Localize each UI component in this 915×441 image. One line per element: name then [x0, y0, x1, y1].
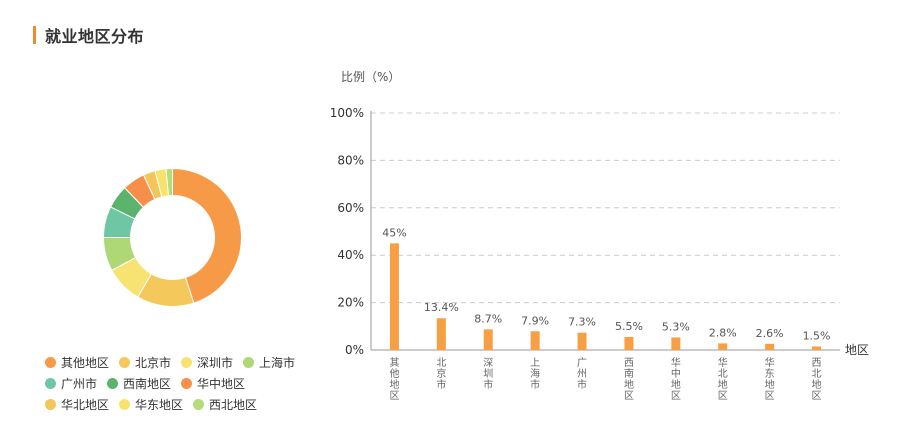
- legend-swatch: [107, 378, 119, 389]
- data-label: 5.5%: [615, 320, 643, 333]
- title-accent-bar: [33, 26, 36, 44]
- legend-swatch: [193, 399, 205, 410]
- legend-label: 华北地区: [61, 398, 110, 412]
- legend-label: 其他地区: [61, 356, 110, 370]
- legend-item[interactable]: 华北地区: [45, 396, 109, 413]
- x-tick-label: 深圳市: [483, 357, 493, 391]
- legend-row: 华北地区 华东地区 西北地区: [45, 394, 315, 415]
- legend-item[interactable]: 西南地区: [107, 375, 171, 392]
- x-tick-label: 华中地区: [671, 356, 681, 402]
- donut-legend: 其他地区 北京市 深圳市 上海市广州市 西南地区 华中地区华北地区 华东地区 西北地区: [45, 352, 315, 415]
- donut-slice[interactable]: [172, 167, 242, 304]
- x-tick-label: 西南地区: [624, 358, 634, 402]
- y-tick-label: 40%: [337, 248, 364, 262]
- y-tick-label: 100%: [330, 106, 364, 120]
- bar[interactable]: [577, 332, 587, 350]
- legend-row: 广州市 西南地区 华中地区: [45, 373, 315, 394]
- legend-swatch: [45, 378, 56, 389]
- section-header: 就业地区分布: [33, 24, 144, 46]
- donut-chart: [102, 167, 242, 307]
- legend-label: 广州市: [61, 377, 98, 391]
- legend-item[interactable]: 西北地区: [193, 396, 257, 413]
- data-label: 13.4%: [424, 301, 459, 314]
- legend-label: 西北地区: [209, 398, 258, 412]
- data-label: 7.9%: [521, 314, 549, 327]
- bar[interactable]: [812, 346, 822, 350]
- legend-item[interactable]: 广州市: [45, 375, 97, 392]
- donut-slice[interactable]: [165, 167, 173, 197]
- bar[interactable]: [718, 343, 728, 350]
- bar[interactable]: [483, 329, 493, 350]
- x-tick-label: 西北地区: [812, 358, 822, 402]
- y-tick-label: 0%: [345, 343, 364, 357]
- data-label: 5.3%: [662, 320, 690, 333]
- x-tick-label: 广州市: [577, 357, 587, 391]
- y-tick-label: 80%: [337, 153, 364, 167]
- legend-item[interactable]: 深圳市: [181, 354, 233, 371]
- page-title: 就业地区分布: [45, 27, 145, 46]
- data-label: 2.6%: [756, 327, 784, 340]
- x-tick-label: 其他地区: [389, 357, 399, 402]
- legend-swatch: [181, 357, 193, 368]
- legend-label: 华东地区: [135, 398, 184, 412]
- y-tick-label: 60%: [337, 201, 364, 215]
- data-label: 1.5%: [803, 329, 831, 342]
- legend-swatch: [119, 399, 131, 410]
- legend-label: 深圳市: [197, 356, 234, 370]
- legend-label: 华中地区: [197, 377, 246, 391]
- bar[interactable]: [530, 331, 540, 350]
- bar[interactable]: [624, 336, 634, 350]
- legend-item[interactable]: 上海市: [243, 354, 295, 371]
- legend-row: 其他地区 北京市 深圳市 上海市: [45, 352, 315, 373]
- legend-item[interactable]: 华中地区: [181, 375, 245, 392]
- legend-swatch: [119, 357, 131, 368]
- x-tick-label: 北京市: [436, 357, 446, 391]
- data-label: 8.7%: [474, 312, 502, 325]
- data-label: 7.3%: [568, 316, 596, 329]
- legend-label: 西南地区: [123, 377, 172, 391]
- bar[interactable]: [671, 337, 681, 350]
- bar[interactable]: [765, 343, 775, 350]
- legend-item[interactable]: 北京市: [119, 354, 171, 371]
- legend-swatch: [243, 357, 255, 368]
- bar[interactable]: [389, 243, 399, 350]
- x-tick-label: 上海市: [530, 357, 540, 391]
- legend-label: 北京市: [135, 356, 172, 370]
- legend-swatch: [45, 399, 56, 410]
- legend-item[interactable]: 华东地区: [119, 396, 183, 413]
- x-tick-label: 华北地区: [718, 356, 728, 402]
- legend-swatch: [45, 357, 56, 368]
- legend-item[interactable]: 其他地区: [45, 354, 109, 371]
- legend-swatch: [181, 378, 193, 389]
- x-axis-label: 地区: [845, 343, 869, 357]
- y-tick-label: 20%: [337, 296, 364, 310]
- legend-label: 上海市: [259, 356, 296, 370]
- y-axis-label: 比例（%）: [341, 70, 400, 84]
- x-tick-label: 华东地区: [765, 356, 775, 402]
- data-label: 2.8%: [709, 326, 737, 339]
- data-label: 45%: [382, 226, 406, 239]
- bar[interactable]: [436, 318, 446, 350]
